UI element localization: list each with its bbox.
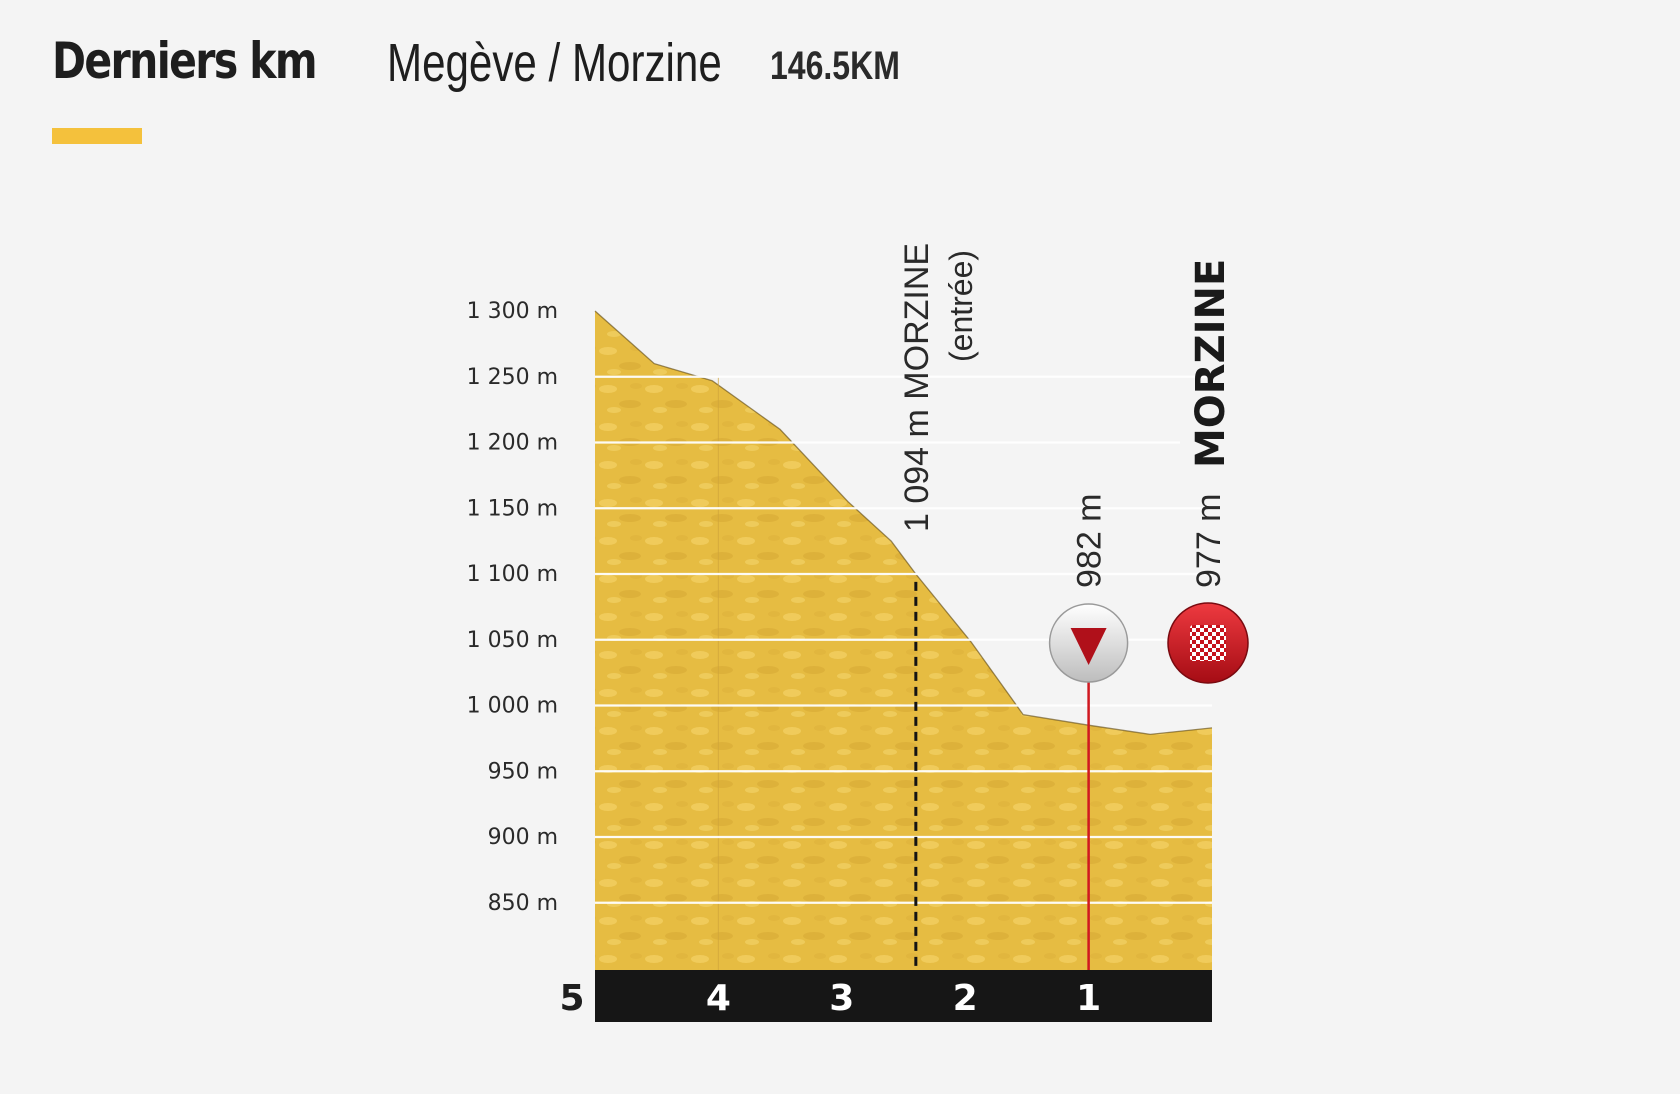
stage-name: Megève / Morzine bbox=[387, 33, 722, 93]
y-tick-label: 1 150 m bbox=[467, 496, 558, 521]
x-axis: 5 4 3 2 1 bbox=[559, 970, 1212, 1022]
flamme-rouge-triangle bbox=[1070, 628, 1107, 665]
stage-distance: 146.5KM bbox=[770, 44, 900, 88]
y-tick-label: 1 050 m bbox=[467, 628, 558, 653]
y-tick-label: 950 m bbox=[488, 759, 558, 784]
page-title: Derniers km bbox=[52, 32, 318, 90]
km-axis-bar bbox=[595, 970, 1212, 1022]
y-tick-label: 1 250 m bbox=[467, 365, 558, 390]
accent-bar bbox=[52, 128, 142, 144]
y-tick-label: 1 000 m bbox=[467, 694, 558, 719]
flamme-rouge-icon bbox=[1048, 603, 1129, 683]
finish-flag-icon bbox=[1167, 602, 1249, 684]
annotations: 1 094 m MORZINE (entrée) 982 m 977 m MORZINE bbox=[898, 243, 1249, 970]
x-tick-label: 1 bbox=[1076, 978, 1101, 1019]
y-tick-label: 900 m bbox=[488, 825, 558, 850]
flamme-elevation-label: 982 m bbox=[1071, 494, 1109, 589]
y-tick-label: 1 100 m bbox=[467, 562, 558, 587]
x-tick-label: 2 bbox=[953, 978, 978, 1019]
grid-layer bbox=[595, 375, 1212, 904]
entry-label: 1 094 m MORZINE bbox=[898, 243, 936, 532]
y-tick-label: 1 300 m bbox=[467, 299, 558, 324]
finish-checker bbox=[1190, 625, 1226, 661]
finish-elevation-label: 977 m bbox=[1190, 494, 1228, 589]
finish-name-label: MORZINE bbox=[1188, 259, 1234, 468]
x-tick-label: 3 bbox=[829, 978, 854, 1019]
y-tick-label: 1 200 m bbox=[467, 431, 558, 456]
x-tick-label: 4 bbox=[706, 978, 731, 1019]
entry-sub-label: (entrée) bbox=[943, 250, 979, 362]
y-tick-label: 850 m bbox=[488, 891, 558, 916]
x-tick-label: 5 bbox=[559, 978, 584, 1019]
y-axis: 1 300 m 1 250 m 1 200 m 1 150 m 1 100 m 1 050… bbox=[467, 299, 558, 916]
